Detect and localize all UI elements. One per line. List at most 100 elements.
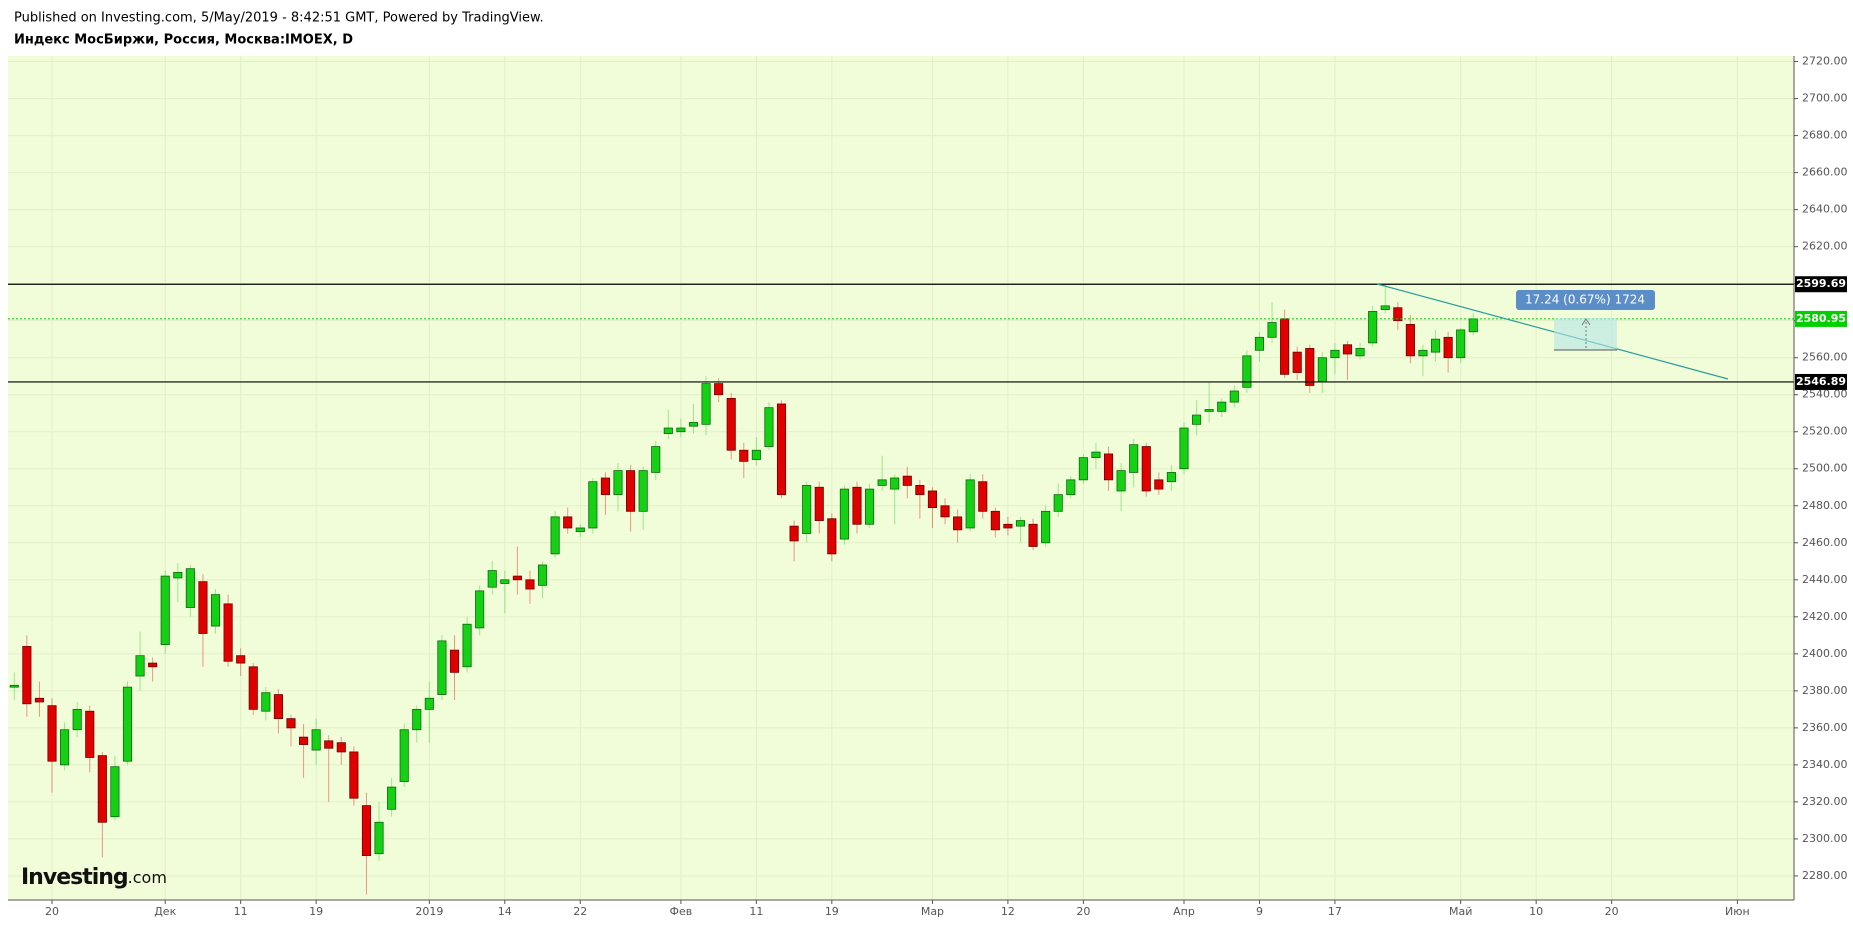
candle-body <box>424 697 434 710</box>
candle-body <box>1116 470 1126 492</box>
candle-body <box>1129 444 1139 473</box>
x-tick-label: 10 <box>1529 905 1543 918</box>
x-tick-label: 9 <box>1256 905 1263 918</box>
candle-body <box>122 686 133 762</box>
candle-body <box>1317 357 1327 383</box>
x-tick-label: 2019 <box>415 905 443 918</box>
candle-body <box>399 729 409 782</box>
logo-suffix: .com <box>128 868 167 887</box>
measure-arrow-head <box>1581 318 1591 326</box>
candle-body <box>1368 311 1378 344</box>
candle-body <box>1380 305 1390 310</box>
candle-body <box>1418 349 1428 357</box>
x-tick-label: 19 <box>825 905 839 918</box>
x-tick-label: 12 <box>1001 905 1015 918</box>
candle-body <box>525 579 535 590</box>
y-tick-label: 2380.00 <box>1802 684 1848 697</box>
candle-body <box>9 684 19 688</box>
candle-body <box>1192 414 1202 425</box>
candle-body <box>1267 322 1277 338</box>
candle-body <box>563 516 573 529</box>
candle-body <box>185 568 195 608</box>
candle-body <box>1292 351 1302 373</box>
y-tick-label: 2280.00 <box>1802 869 1848 882</box>
candle-body <box>512 575 522 581</box>
y-tick-label: 2700.00 <box>1802 92 1848 105</box>
candle-body <box>1305 348 1315 386</box>
candle-body <box>613 470 623 496</box>
candle-body <box>701 383 711 425</box>
candle-body <box>1028 523 1038 547</box>
candle-body <box>839 488 849 540</box>
logo-name: Investing <box>21 865 128 890</box>
candle-body <box>1430 338 1441 353</box>
measure-label-box <box>1516 290 1655 310</box>
y-tick-label: 2620.00 <box>1802 240 1848 253</box>
candle-body <box>412 708 422 731</box>
candle-body <box>173 571 183 579</box>
candle-body <box>1103 453 1114 481</box>
price-label-box <box>1795 373 1847 390</box>
candle-body <box>1468 318 1478 333</box>
candle-body <box>198 581 208 634</box>
y-tick-label: 2680.00 <box>1802 129 1848 142</box>
candle-body <box>336 742 346 753</box>
candle-body <box>638 470 648 512</box>
candle-body <box>676 427 686 433</box>
candle-body <box>449 649 460 673</box>
price-label: 2599.69 <box>1796 277 1846 290</box>
candle-body <box>210 594 221 627</box>
candle-body <box>1242 355 1252 388</box>
symbol-title: Индекс МосБиржи, Россия, Москва:IMOEX, D <box>14 33 353 48</box>
candle-body <box>236 655 246 664</box>
candle-body <box>651 446 661 473</box>
candle-body <box>1066 479 1076 496</box>
candle-body <box>978 481 988 512</box>
candle-body <box>1393 307 1403 322</box>
candle-body <box>1456 329 1466 359</box>
published-note: Published on Investing.com, 5/May/2019 -… <box>14 11 544 26</box>
candle-body <box>273 694 283 720</box>
candle-body <box>1154 479 1164 490</box>
y-tick-label: 2480.00 <box>1802 499 1848 512</box>
candle-body <box>764 407 774 447</box>
candle-body <box>361 805 372 856</box>
candle-body <box>135 655 145 677</box>
candle-body <box>387 786 397 810</box>
candle-body <box>814 486 824 521</box>
x-tick-label: Май <box>1449 905 1472 918</box>
candle-body <box>1141 446 1151 492</box>
grid <box>8 56 1794 900</box>
candle-body <box>299 736 309 745</box>
x-tick-label: Мар <box>921 905 944 918</box>
candle-body <box>437 640 447 695</box>
candle-body <box>1041 510 1051 544</box>
candle-body <box>1405 323 1415 357</box>
candle-body <box>550 516 560 555</box>
candle-body <box>726 398 736 451</box>
measure-label: 17.24 (0.67%) 1724 <box>1525 293 1645 307</box>
y-tick-label: 2660.00 <box>1802 166 1848 179</box>
y-tick-label: 2640.00 <box>1802 203 1848 216</box>
candle-body <box>865 488 875 525</box>
candle-body <box>990 510 1000 531</box>
candle-body <box>953 516 963 531</box>
candle-body <box>751 449 761 460</box>
candle-body <box>34 697 44 703</box>
candle-body <box>1217 401 1227 412</box>
candle-body <box>877 479 887 486</box>
candle-body <box>349 751 359 799</box>
candle-body <box>311 729 321 751</box>
y-tick-label: 2400.00 <box>1802 647 1848 660</box>
candle-body <box>537 564 548 586</box>
candle-body <box>1330 349 1340 359</box>
candle-body <box>1091 451 1101 459</box>
candle-body <box>22 646 32 705</box>
y-tick-label: 2500.00 <box>1802 462 1848 475</box>
last-price-label: 2580.95 <box>1796 312 1846 325</box>
candle-body <box>575 527 585 533</box>
candle-body <box>500 579 510 584</box>
candle-body <box>927 490 937 509</box>
y-tick-label: 2560.00 <box>1802 351 1848 364</box>
